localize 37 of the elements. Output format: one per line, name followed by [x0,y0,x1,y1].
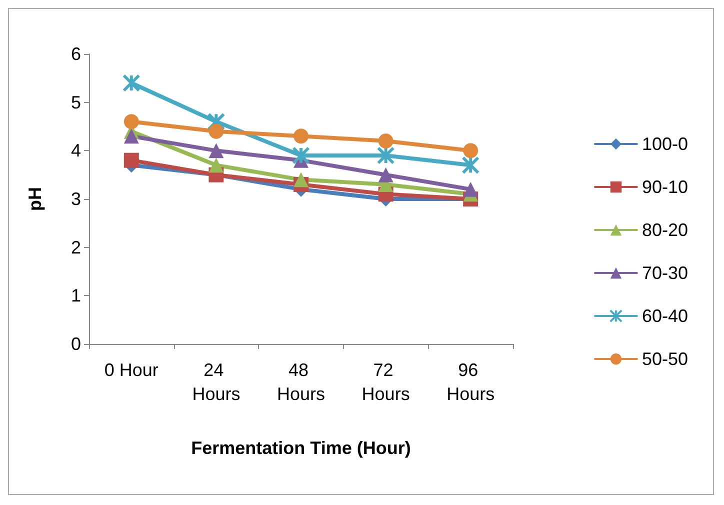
y-tick-label: 6 [70,44,81,64]
point [292,146,310,164]
point [124,114,139,130]
y-tick-label: 3 [70,189,81,209]
point [463,143,478,158]
point [208,124,224,139]
point [207,112,226,131]
y-tick-label: 2 [70,237,81,258]
point [376,146,395,164]
x-tick-label: 96 Hours [446,360,495,404]
legend-label: 80-20 [642,220,688,240]
legend-label: 100-0 [642,134,688,154]
point [208,158,224,173]
point [208,143,224,158]
x-tick-label: 72 Hours [362,360,410,404]
point [294,172,308,188]
legend-label: 70-30 [642,263,688,283]
point [122,74,140,92]
point [294,128,308,144]
legend-label: 60-40 [642,306,688,326]
legend-label: 50-50 [642,349,688,369]
y-tick-label: 0 [70,334,81,354]
x-axis-title: Fermentation Time (Hour) [191,438,411,458]
point [378,167,394,182]
point [463,182,478,197]
legend-label: 90-10 [642,177,688,197]
point [124,128,139,144]
y-axis-title: pH [25,187,45,211]
y-tick-label: 1 [70,286,81,306]
x-tick-label: 0 Hour [104,360,158,380]
point [378,134,394,148]
x-tick-label: 24 Hours [192,360,240,404]
y-tick-label: 5 [70,92,81,112]
point [124,152,139,168]
y-tick-label: 4 [70,140,81,161]
point [462,156,480,174]
x-tick-label: 48 Hours [276,360,326,404]
